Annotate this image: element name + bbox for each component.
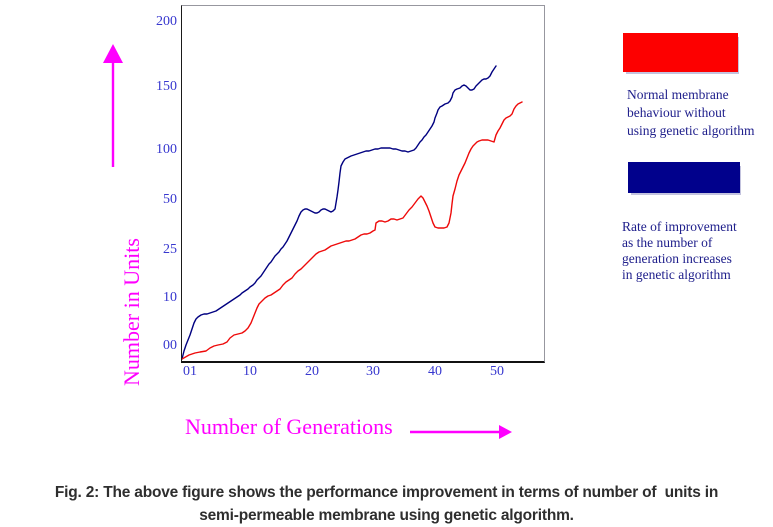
x-tick-label: 40: [428, 364, 442, 379]
plot-area: [181, 5, 545, 363]
legend-label-line: behaviour without: [627, 105, 726, 120]
legend-label-line: in genetic algorithm: [622, 267, 731, 282]
x-tick-label: 10: [243, 364, 257, 379]
legend-label-red: Normal membrane behaviour without using ge…: [627, 86, 773, 140]
x-tick-label: 01: [183, 364, 197, 379]
x-axis-arrow-icon: [410, 425, 512, 439]
y-tick-label: 150: [156, 79, 177, 94]
caption-line-2: semi-permeable membrane using genetic al…: [199, 507, 574, 524]
series-line: [182, 101, 523, 360]
legend-label-line: Normal membrane: [627, 87, 729, 102]
caption-line-1: Fig. 2: The above figure shows the perfo…: [54, 484, 719, 501]
y-tick-label: 50: [163, 192, 177, 207]
y-tick-label: 25: [163, 242, 177, 257]
y-tick-label: 00: [163, 338, 177, 353]
x-tick-label: 30: [366, 364, 380, 379]
chart-lines-svg: [182, 65, 523, 360]
x-tick-label: 50: [490, 364, 504, 379]
y-tick-label: 10: [163, 290, 177, 305]
figure-caption: Fig. 2: The above figure shows the perfo…: [0, 481, 773, 527]
x-tick-label: 20: [305, 364, 319, 379]
y-axis-arrow-icon: [103, 44, 123, 167]
legend-swatch-navy: [628, 162, 740, 193]
legend-label-navy: Rate of improvement as the number of gener…: [622, 219, 773, 283]
series-line: [182, 65, 497, 360]
legend-label-line: generation increases: [622, 251, 732, 266]
x-axis-title: Number of Generations: [185, 414, 393, 439]
y-tick-label: 100: [156, 142, 177, 157]
legend-label-line: Rate of improvement: [622, 219, 737, 234]
legend-swatch-red: [623, 33, 738, 72]
legend-label-line: using genetic algorithm: [627, 123, 755, 138]
legend-label-line: as the number of: [622, 235, 713, 250]
y-tick-label: 200: [156, 14, 177, 29]
y-axis-title: Number in Units: [119, 238, 144, 386]
